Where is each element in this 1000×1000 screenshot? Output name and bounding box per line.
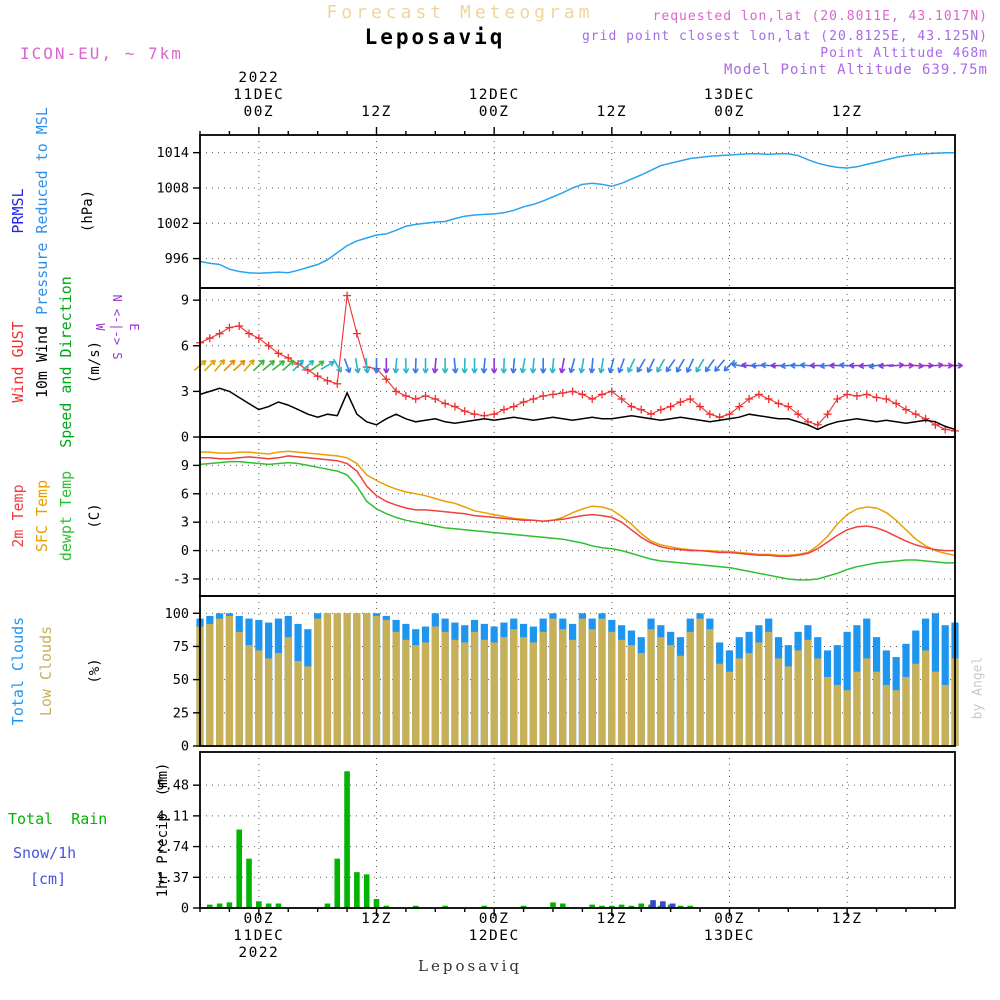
axes-pressure: 996 1002 1008 1014	[156, 134, 956, 289]
axes-precip: 0 1.37 2.74 4.11 5.48	[156, 751, 956, 917]
ylabel-wind-dir: Speed and Direction	[57, 276, 75, 448]
app-title: Forecast Meteogram	[326, 2, 594, 23]
svg-text:00Z: 00Z	[243, 911, 274, 927]
ylabel-wind-10m: 10m Wind	[33, 325, 51, 399]
ylabel-prmsl: PRMSL	[9, 188, 27, 234]
label-cm-unit: [cm]	[30, 870, 67, 888]
svg-text:11DEC: 11DEC	[233, 87, 284, 103]
svg-text:3: 3	[181, 515, 189, 531]
ylabel-c-unit: (C)	[87, 503, 103, 529]
svg-text:0: 0	[181, 739, 189, 755]
svg-text:9: 9	[181, 458, 189, 474]
panel-precip	[207, 771, 694, 908]
svg-text:12Z: 12Z	[596, 104, 627, 120]
svg-text:3: 3	[181, 384, 189, 400]
svg-text:11DEC: 11DEC	[233, 928, 284, 944]
ylabel-total-clouds: Total Clouds	[9, 616, 27, 726]
svg-text:13DEC: 13DEC	[704, 87, 755, 103]
svg-text:00Z: 00Z	[714, 911, 745, 927]
model-point-altitude: Model Point Altitude 639.75m	[723, 62, 988, 78]
axes-clouds: 0 25 50 75 100	[165, 595, 956, 755]
ylabel-wind-gust: Wind GUST	[9, 321, 27, 403]
svg-text:100: 100	[165, 606, 189, 622]
ylabel-1hr-precip: 1hr Precip (mm)	[155, 762, 171, 898]
panel-pressure	[199, 151, 955, 275]
ylabel-pressure-name: Pressure Reduced to MSL	[33, 107, 51, 315]
grid-point-coords: grid point closest lon,lat (20.8125E, 43…	[581, 29, 988, 44]
svg-text:2022: 2022	[238, 70, 279, 86]
ylabel-hpa-unit: (hPa)	[80, 189, 96, 233]
ylabel-ms-unit: (m/s)	[87, 340, 103, 384]
svg-text:12Z: 12Z	[832, 104, 863, 120]
svg-text:-3: -3	[173, 571, 189, 587]
ylabel-2m-temp: 2m Temp	[9, 484, 27, 548]
panel-wind	[196, 291, 959, 435]
requested-coords: requested lon,lat (20.8011E, 43.1017N)	[652, 9, 988, 24]
svg-text:00Z: 00Z	[479, 104, 510, 120]
svg-text:2022: 2022	[238, 945, 279, 961]
svg-text:12Z: 12Z	[832, 911, 863, 927]
svg-text:25: 25	[173, 705, 189, 721]
svg-text:996: 996	[165, 251, 189, 267]
svg-text:13DEC: 13DEC	[704, 928, 755, 944]
watermark: by Angel	[970, 656, 986, 720]
svg-text:1008: 1008	[156, 180, 189, 196]
svg-text:12Z: 12Z	[361, 104, 392, 120]
svg-text:1014: 1014	[156, 145, 189, 161]
ylabel-low-clouds: Low Clouds	[37, 625, 55, 717]
grid-wind	[200, 288, 955, 438]
svg-text:9: 9	[181, 293, 189, 309]
svg-text:0: 0	[181, 543, 189, 559]
time-axis: 202211DEC00Z00Z11DEC202212Z12Z12DEC00Z00…	[199, 70, 937, 961]
ylabel-dewpt-temp: dewpt Temp	[57, 470, 75, 562]
grid-precip	[200, 752, 955, 909]
compass-west-label: W	[93, 323, 107, 331]
svg-text:12DEC: 12DEC	[469, 87, 520, 103]
svg-text:12Z: 12Z	[361, 911, 392, 927]
svg-text:12Z: 12Z	[596, 911, 627, 927]
svg-text:50: 50	[173, 672, 189, 688]
compass-axis: N <-|-> S	[110, 294, 124, 360]
svg-text:2.74: 2.74	[156, 839, 189, 855]
label-total-rain: Total Rain	[8, 810, 108, 828]
svg-text:1.37: 1.37	[156, 870, 189, 886]
footer-station-name: Leposaviq	[418, 957, 522, 975]
ylabel-pct-unit: (%)	[87, 658, 103, 684]
svg-text:1002: 1002	[156, 216, 189, 232]
svg-text:12DEC: 12DEC	[469, 928, 520, 944]
svg-text:6: 6	[181, 486, 189, 502]
svg-text:6: 6	[181, 338, 189, 354]
ylabel-sfc-temp: SFC Temp	[33, 479, 51, 553]
svg-text:5.48: 5.48	[156, 778, 189, 794]
grid-clouds	[200, 596, 955, 747]
model-name: ICON-EU, ~ 7km	[20, 44, 183, 63]
label-snow-1h: Snow/1h	[13, 844, 77, 862]
panel-temp	[199, 450, 956, 581]
svg-text:00Z: 00Z	[714, 104, 745, 120]
point-altitude: Point Altitude 468m	[820, 46, 988, 61]
wind-direction-arrows	[193, 357, 963, 374]
svg-text:0: 0	[181, 430, 189, 446]
svg-text:00Z: 00Z	[479, 911, 510, 927]
compass-east-label: E	[127, 323, 141, 331]
svg-text:4.11: 4.11	[156, 808, 189, 824]
svg-text:75: 75	[173, 639, 189, 655]
station-title: Leposaviq	[364, 25, 506, 49]
panel-clouds	[196, 613, 959, 746]
svg-text:0: 0	[181, 901, 189, 917]
svg-text:00Z: 00Z	[243, 104, 274, 120]
